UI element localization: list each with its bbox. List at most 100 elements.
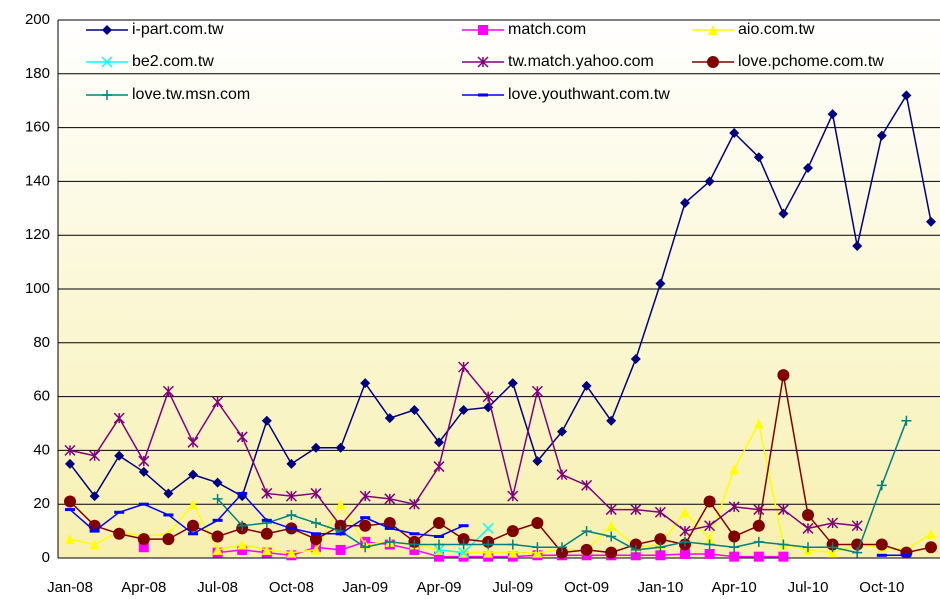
marker <box>64 444 76 456</box>
marker <box>383 517 396 530</box>
marker <box>900 546 913 559</box>
marker <box>655 550 666 561</box>
legend-label: aio.com.tw <box>738 21 815 38</box>
marker <box>64 495 76 508</box>
marker <box>802 508 814 521</box>
marker <box>507 490 519 502</box>
marker <box>901 90 912 101</box>
legend-label: tw.match.yahoo.com <box>508 53 654 70</box>
marker <box>729 542 740 553</box>
marker <box>458 547 470 559</box>
marker <box>483 547 494 558</box>
marker <box>679 525 691 537</box>
marker <box>310 487 322 499</box>
marker <box>654 506 666 518</box>
marker <box>261 415 272 426</box>
marker <box>162 533 175 546</box>
marker <box>434 539 444 550</box>
marker <box>556 469 568 481</box>
y-tick-label: 140 <box>25 172 50 189</box>
marker <box>482 391 494 403</box>
x-tick-label: Oct-10 <box>859 579 904 596</box>
marker <box>409 544 420 555</box>
marker <box>704 539 715 550</box>
marker <box>581 526 592 537</box>
x-tick-label: Apr-10 <box>712 579 757 596</box>
marker <box>360 542 371 553</box>
marker <box>901 415 912 426</box>
marker <box>384 413 395 424</box>
marker <box>286 458 297 469</box>
marker <box>384 536 395 547</box>
y-tick-label: 100 <box>25 280 50 297</box>
marker <box>458 361 470 373</box>
marker <box>286 509 297 520</box>
marker <box>334 519 347 532</box>
marker <box>852 240 863 251</box>
marker <box>458 539 469 550</box>
marker <box>285 490 297 502</box>
marker <box>237 539 248 550</box>
marker <box>433 544 445 556</box>
marker <box>703 495 716 508</box>
marker <box>680 536 690 547</box>
marker <box>359 490 371 502</box>
marker <box>163 488 174 499</box>
marker <box>113 527 126 540</box>
x-tick-label: Apr-08 <box>121 579 166 596</box>
marker <box>729 464 740 475</box>
marker <box>704 534 715 545</box>
marker <box>409 539 420 550</box>
marker <box>605 504 617 516</box>
marker <box>188 469 198 480</box>
marker <box>532 456 543 467</box>
y-tick-label: 60 <box>33 388 50 405</box>
marker <box>506 525 519 538</box>
marker <box>581 380 592 391</box>
marker <box>114 450 125 461</box>
marker <box>753 551 764 562</box>
marker <box>507 539 518 550</box>
legend-label: love.tw.msn.com <box>132 86 250 103</box>
y-tick-label: 160 <box>25 119 50 136</box>
marker <box>926 216 936 227</box>
marker <box>802 522 814 534</box>
marker <box>630 544 641 555</box>
marker <box>557 542 567 553</box>
marker <box>188 499 198 510</box>
x-tick-label: Jan-08 <box>47 579 93 596</box>
legend-label: love.pchome.com.tw <box>738 53 884 70</box>
marker <box>852 547 863 558</box>
marker <box>827 109 838 120</box>
marker <box>753 418 764 429</box>
marker <box>483 539 494 550</box>
marker <box>827 542 838 553</box>
marker <box>606 531 617 542</box>
marker <box>102 90 112 100</box>
marker <box>65 534 75 545</box>
y-tick-label: 40 <box>33 441 50 458</box>
marker <box>803 162 813 173</box>
y-tick-label: 200 <box>25 11 50 28</box>
marker <box>212 493 223 504</box>
marker <box>261 487 273 499</box>
marker <box>708 25 718 35</box>
marker <box>778 208 789 219</box>
marker <box>310 533 322 546</box>
marker <box>729 551 740 562</box>
marker <box>777 369 790 382</box>
x-tick-label: Apr-09 <box>416 579 461 596</box>
marker <box>803 542 813 553</box>
marker <box>753 152 764 163</box>
marker <box>335 442 346 453</box>
marker <box>113 412 125 424</box>
marker <box>777 504 789 516</box>
marker <box>630 353 641 364</box>
marker <box>704 176 715 187</box>
marker <box>212 477 223 488</box>
x-tick-label: Jul-10 <box>788 579 829 596</box>
marker <box>557 426 567 437</box>
marker <box>728 501 740 513</box>
marker <box>477 56 489 68</box>
legend-label: love.youthwant.com.tw <box>508 86 670 103</box>
